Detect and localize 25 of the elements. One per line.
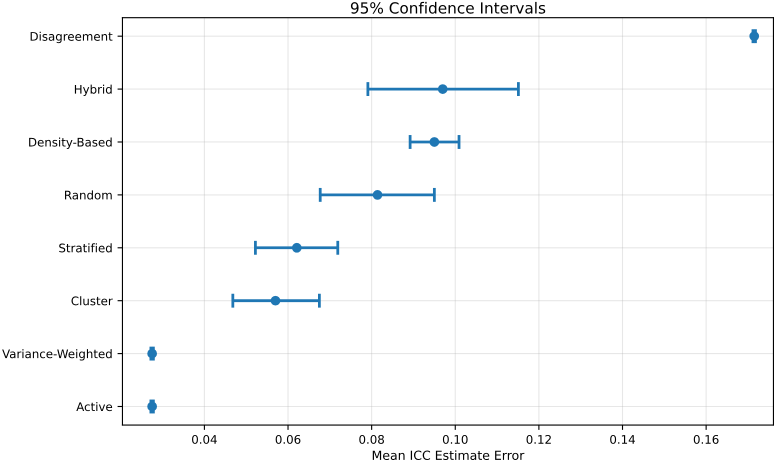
x-tick-label: 0.06 [276, 434, 300, 444]
y-tick-label: Disagreement [30, 32, 112, 44]
point [292, 242, 302, 253]
point [438, 84, 448, 94]
x-tick-label: 0.10 [442, 434, 468, 444]
x-tick-label: 0.16 [694, 434, 719, 444]
x-tick-label: 0.08 [359, 434, 384, 444]
x-tick-label: 0.04 [192, 434, 217, 444]
point [270, 296, 280, 306]
y-tick-label: Cluster [71, 296, 113, 306]
point [147, 348, 157, 358]
point [147, 402, 157, 412]
chart-title: 95% Confidence Intervals [350, 2, 546, 14]
y-tick-label: Variance-Weighted [2, 349, 112, 361]
x-axis-title: Mean ICC Estimate Error [372, 450, 524, 460]
x-tick-label: 0.12 [526, 434, 551, 444]
y-tick-label: Stratified [59, 243, 112, 252]
y-tick-label: Random [65, 190, 112, 200]
y-tick-label: Density-Based [29, 138, 112, 149]
point [430, 137, 440, 147]
point [749, 31, 760, 42]
x-tick-label: 0.14 [610, 434, 635, 444]
point [372, 190, 382, 200]
y-tick-label: Hybrid [74, 84, 112, 96]
y-tick-label: Active [76, 402, 112, 412]
